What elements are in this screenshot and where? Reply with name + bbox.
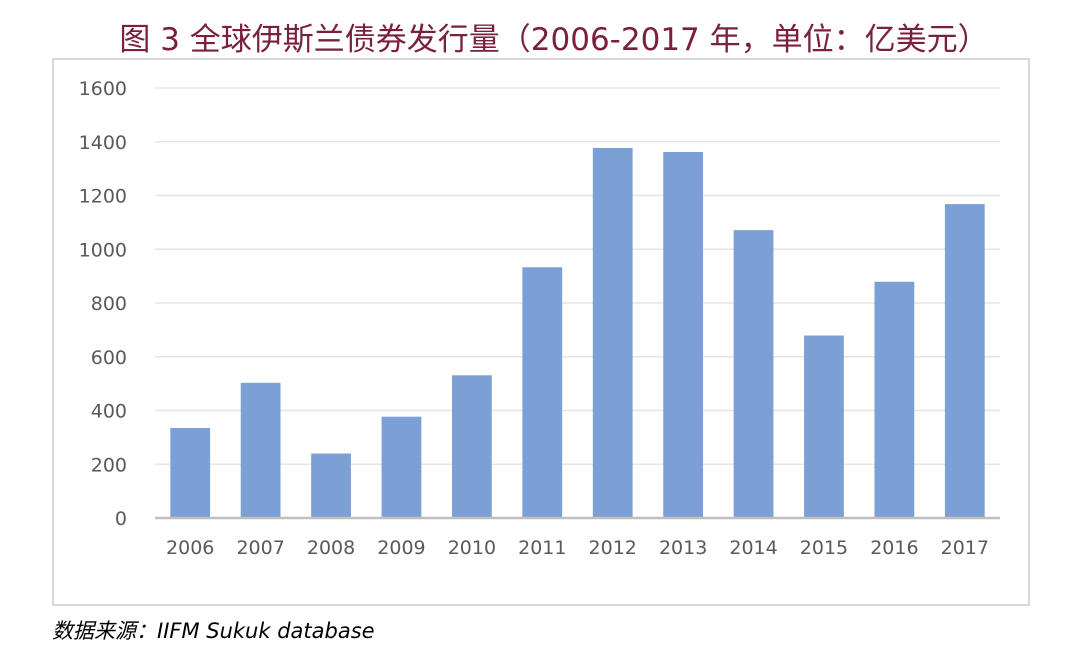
x-tick-label: 2008: [307, 537, 355, 559]
y-tick-label: 400: [91, 401, 127, 423]
bar-2017: [944, 204, 985, 518]
x-tick-label: 2009: [377, 537, 425, 559]
y-axis-ticks: 0 200 400 600 800 1000 1200 1400 1600: [79, 78, 127, 530]
y-tick-label: 600: [91, 347, 127, 369]
bar-2006: [170, 427, 211, 518]
x-axis-ticks: 2006 2007 2008 2009 2010 2011 2012 2013 2014 2015…: [166, 537, 989, 559]
bar-2014: [733, 230, 774, 518]
source-note: 数据来源：IIFM Sukuk database: [52, 619, 375, 643]
bar-2008: [311, 453, 351, 518]
bars: [170, 147, 985, 518]
x-tick-label: 2007: [236, 537, 284, 559]
y-tick-label: 800: [91, 293, 127, 315]
y-tick-label: 1400: [79, 132, 127, 154]
y-tick-label: 200: [91, 454, 127, 476]
bar-2007: [240, 382, 281, 518]
bar-2013: [663, 151, 704, 518]
bar-2012: [592, 147, 633, 518]
x-tick-label: 2016: [870, 537, 918, 559]
x-tick-label: 2017: [941, 537, 989, 559]
x-tick-label: 2011: [518, 537, 566, 559]
x-tick-label: 2015: [800, 537, 848, 559]
y-tick-label: 1200: [79, 186, 127, 208]
x-tick-label: 2012: [589, 537, 637, 559]
x-tick-label: 2010: [448, 537, 496, 559]
y-tick-label: 1600: [79, 78, 127, 100]
bar-2009: [381, 416, 422, 518]
chart-title: 图 3 全球伊斯兰债券发行量（2006-2017 年，单位：亿美元）: [119, 22, 989, 58]
y-tick-label: 1000: [79, 239, 127, 261]
x-tick-label: 2014: [729, 537, 777, 559]
x-tick-label: 2013: [659, 537, 707, 559]
y-tick-label: 0: [115, 508, 127, 530]
gridlines: [155, 87, 1000, 465]
x-tick-label: 2006: [166, 537, 214, 559]
bar-2010: [451, 375, 492, 518]
bar-2015: [804, 335, 844, 518]
bar-2016: [874, 281, 915, 518]
bar-2011: [522, 267, 563, 518]
